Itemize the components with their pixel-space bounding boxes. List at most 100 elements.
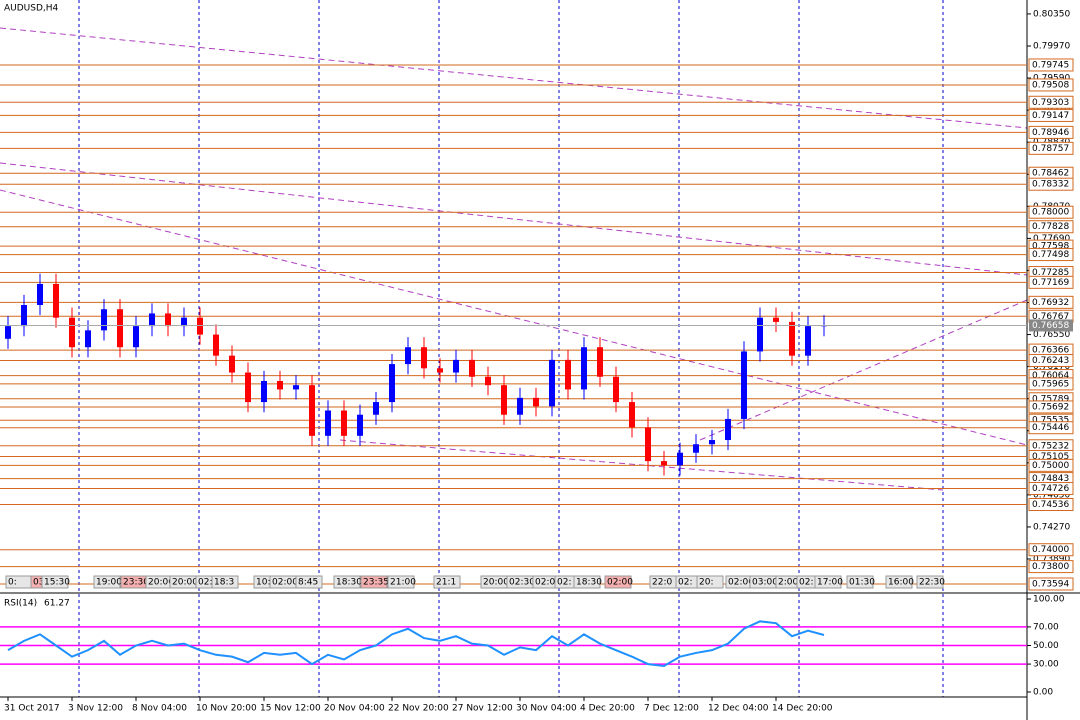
candle-body bbox=[773, 317, 779, 322]
time-marker: 20:00 bbox=[148, 578, 174, 588]
level-label-box bbox=[1028, 497, 1074, 511]
time-marker: 2:00 bbox=[778, 578, 798, 588]
candle-body bbox=[805, 326, 811, 356]
rsi-tick-label: 100.00 bbox=[1033, 595, 1065, 605]
x-tick-label: 10 Nov 20:00 bbox=[196, 704, 257, 714]
candle-body bbox=[501, 385, 507, 415]
candle-body bbox=[709, 440, 715, 445]
time-marker: 02:00 bbox=[272, 578, 298, 588]
time-marker-box bbox=[93, 575, 121, 589]
y-tick-label: 0.79970 bbox=[1033, 41, 1070, 51]
level-label: 0.76366 bbox=[1032, 346, 1069, 356]
x-tick-label: 22 Nov 20:00 bbox=[388, 704, 449, 714]
last-price-label: 0.76658 bbox=[1032, 321, 1069, 331]
level-label: 0.76932 bbox=[1032, 298, 1069, 308]
x-tick-label: 27 Nov 12:00 bbox=[452, 704, 513, 714]
candle-body bbox=[421, 347, 427, 369]
level-label: 0.77598 bbox=[1032, 242, 1069, 252]
rsi-tick-label: 0.00 bbox=[1033, 687, 1053, 697]
time-marker-box bbox=[846, 575, 874, 589]
time-marker: 01:30 bbox=[849, 578, 875, 588]
level-label-box bbox=[1028, 295, 1074, 309]
level-label: 0.76243 bbox=[1032, 356, 1069, 366]
candle-body bbox=[197, 317, 203, 335]
candle-body bbox=[597, 347, 603, 377]
level-label-box bbox=[1028, 353, 1074, 367]
candle-body bbox=[133, 326, 139, 348]
time-marker-box bbox=[387, 575, 415, 589]
x-tick-label: 8 Nov 04:00 bbox=[132, 704, 187, 714]
level-label-box bbox=[1028, 205, 1074, 219]
y-tick-label: 0.80350 bbox=[1033, 9, 1070, 19]
level-label: 0.75965 bbox=[1032, 379, 1069, 389]
time-marker: 23:35 bbox=[363, 578, 389, 588]
time-marker: 20:00 bbox=[483, 578, 509, 588]
level-label: 0.76767 bbox=[1032, 312, 1069, 322]
y-tick-label: 0.76550 bbox=[1033, 330, 1070, 340]
time-marker: 19:00 bbox=[96, 578, 122, 588]
level-label-box bbox=[1028, 421, 1074, 435]
time-marker-box bbox=[696, 575, 724, 589]
time-marker: 8:45 bbox=[298, 578, 318, 588]
level-label: 0.74726 bbox=[1032, 484, 1069, 494]
level-label: 0.75535 bbox=[1032, 416, 1069, 426]
candle-body bbox=[437, 368, 443, 373]
time-marker-box bbox=[360, 575, 388, 589]
rsi-line bbox=[7, 620, 825, 667]
candle-body bbox=[37, 283, 43, 306]
candle-body bbox=[677, 452, 683, 466]
y-tick-label: 0.76170 bbox=[1033, 362, 1070, 372]
candle-body bbox=[181, 317, 187, 327]
level-label-box bbox=[1028, 560, 1074, 574]
x-tick-label: 31 Oct 2017 bbox=[4, 704, 60, 714]
time-marker: 02: bbox=[678, 578, 692, 588]
time-marker: 18:3 bbox=[214, 578, 234, 588]
level-label: 0.78000 bbox=[1032, 208, 1069, 218]
level-label: 0.74536 bbox=[1032, 500, 1069, 510]
level-label: 0.79745 bbox=[1032, 60, 1069, 70]
level-label: 0.79303 bbox=[1032, 98, 1069, 108]
time-marker: 02:00 bbox=[607, 578, 633, 588]
level-label: 0.79508 bbox=[1032, 80, 1069, 90]
candle-body bbox=[565, 359, 571, 390]
candle-body bbox=[85, 330, 91, 348]
x-tick-label: 7 Dec 12:00 bbox=[644, 704, 699, 714]
level-label-box bbox=[1028, 543, 1074, 557]
level-label: 0.75105 bbox=[1032, 452, 1069, 462]
time-marker-box bbox=[885, 575, 913, 589]
x-tick-label: 20 Nov 04:00 bbox=[324, 704, 385, 714]
time-marker: 18:30 bbox=[336, 578, 362, 588]
time-marker: 10: bbox=[256, 578, 270, 588]
candle-body bbox=[53, 283, 59, 318]
candle-body bbox=[517, 397, 523, 415]
time-marker: 22:0 bbox=[652, 578, 672, 588]
candle-body bbox=[789, 321, 795, 356]
candle-body bbox=[165, 313, 171, 327]
time-marker: 20: bbox=[699, 578, 713, 588]
last-price-box bbox=[1029, 319, 1073, 332]
level-label: 0.75232 bbox=[1032, 441, 1069, 451]
level-label: 0.73800 bbox=[1032, 562, 1069, 572]
candle-body bbox=[549, 359, 555, 407]
x-tick-label: 3 Nov 12:00 bbox=[68, 704, 123, 714]
rsi-tick-label: 70.00 bbox=[1033, 622, 1059, 632]
candle-body bbox=[357, 414, 363, 436]
level-label: 0.74843 bbox=[1032, 474, 1069, 484]
candle-body bbox=[533, 397, 539, 407]
level-label-box bbox=[1028, 108, 1074, 122]
indicator-value: 61.27 bbox=[44, 599, 70, 609]
level-label: 0.75446 bbox=[1032, 423, 1069, 433]
y-tick-label: 0.74650 bbox=[1033, 490, 1070, 500]
time-marker-box bbox=[211, 575, 239, 589]
level-label: 0.78946 bbox=[1032, 128, 1069, 138]
x-tick-label: 30 Nov 04:00 bbox=[516, 704, 577, 714]
candle-body bbox=[373, 402, 379, 415]
y-tick-label: 0.73890 bbox=[1033, 555, 1070, 565]
time-marker-box bbox=[433, 575, 461, 589]
candle-body bbox=[389, 364, 395, 403]
level-label: 0.75000 bbox=[1032, 461, 1069, 471]
level-label-box bbox=[1028, 78, 1074, 92]
level-label: 0.79147 bbox=[1032, 111, 1069, 121]
level-label-box bbox=[1028, 275, 1074, 289]
